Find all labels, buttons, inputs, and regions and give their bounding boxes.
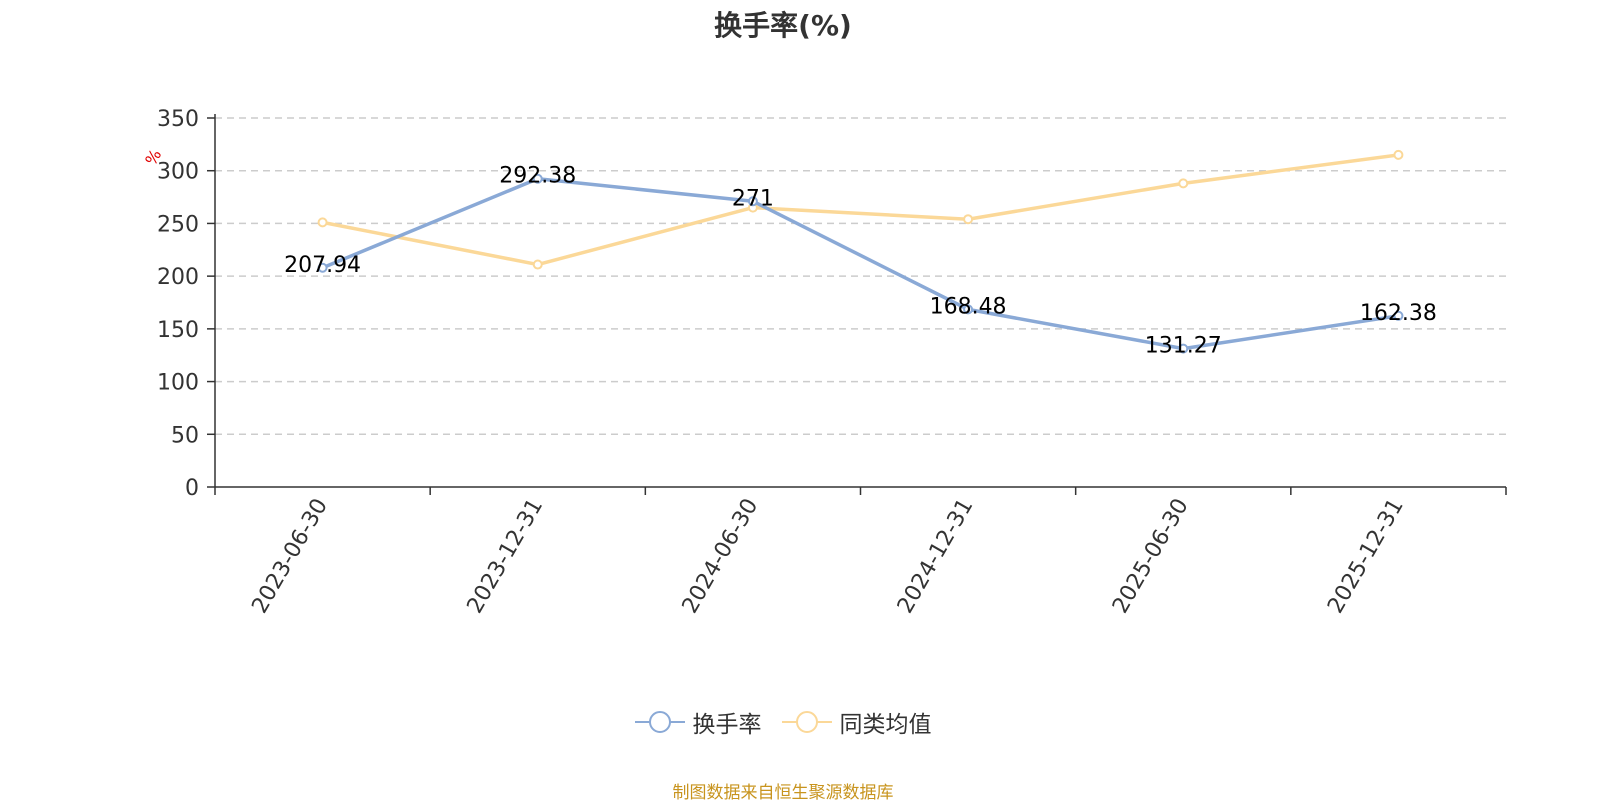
legend-label-turnover: 换手率 xyxy=(692,712,762,738)
data-point xyxy=(963,214,974,225)
legend-item-turnover[interactable]: 换手率 xyxy=(634,705,762,739)
x-tick-label: 2024-06-30 xyxy=(678,495,764,618)
data-label: 131.27 xyxy=(1145,334,1222,359)
legend-label-peer-average: 同类均值 xyxy=(839,712,932,738)
y-tick-label: 150 xyxy=(157,318,199,343)
y-tick-label: 300 xyxy=(157,160,199,185)
x-tick-label: 2023-12-31 xyxy=(463,495,549,618)
data-point xyxy=(747,196,758,207)
legend: 换手率 同类均值 xyxy=(0,704,1566,740)
data-point xyxy=(963,304,974,315)
legend-item-peer-average[interactable]: 同类均值 xyxy=(781,705,932,739)
data-label: 168.48 xyxy=(930,294,1007,319)
x-tick-label: 2025-06-30 xyxy=(1108,495,1194,618)
y-tick-label: 100 xyxy=(157,371,199,396)
data-point xyxy=(1178,178,1189,189)
circle-line-icon xyxy=(634,711,685,733)
data-labels: 207.94 292.38 271 168.48 131.27 162.38 xyxy=(284,164,1437,359)
data-source-note: 制图数据来自恒生聚源数据库 xyxy=(672,783,894,803)
series-line xyxy=(322,153,1399,267)
y-tick-label: 0 xyxy=(185,476,199,501)
x-tick-label: 2023-06-30 xyxy=(247,495,333,618)
series-lines xyxy=(317,149,1404,354)
y-tick-label: 350 xyxy=(157,107,199,132)
circle-line-icon xyxy=(781,711,832,733)
series-line xyxy=(321,176,1399,351)
data-label: 162.38 xyxy=(1360,301,1437,326)
data-point xyxy=(532,173,543,184)
data-point xyxy=(1393,310,1404,321)
y-tick-label: 250 xyxy=(157,212,199,237)
y-tick-label: 50 xyxy=(171,423,199,448)
data-point xyxy=(1178,343,1189,354)
data-point xyxy=(1393,149,1404,160)
data-label: 271 xyxy=(732,186,774,211)
chart-title: 换手率(%) xyxy=(714,9,852,42)
data-point xyxy=(317,262,328,273)
data-point xyxy=(317,217,328,228)
x-tick-label: 2025-12-31 xyxy=(1323,495,1409,618)
data-point xyxy=(532,259,543,270)
data-label: 207.94 xyxy=(284,253,361,278)
x-tick-label: 2024-12-31 xyxy=(893,494,979,617)
y-tick-label: 200 xyxy=(157,265,199,290)
data-label: 292.38 xyxy=(499,164,576,189)
